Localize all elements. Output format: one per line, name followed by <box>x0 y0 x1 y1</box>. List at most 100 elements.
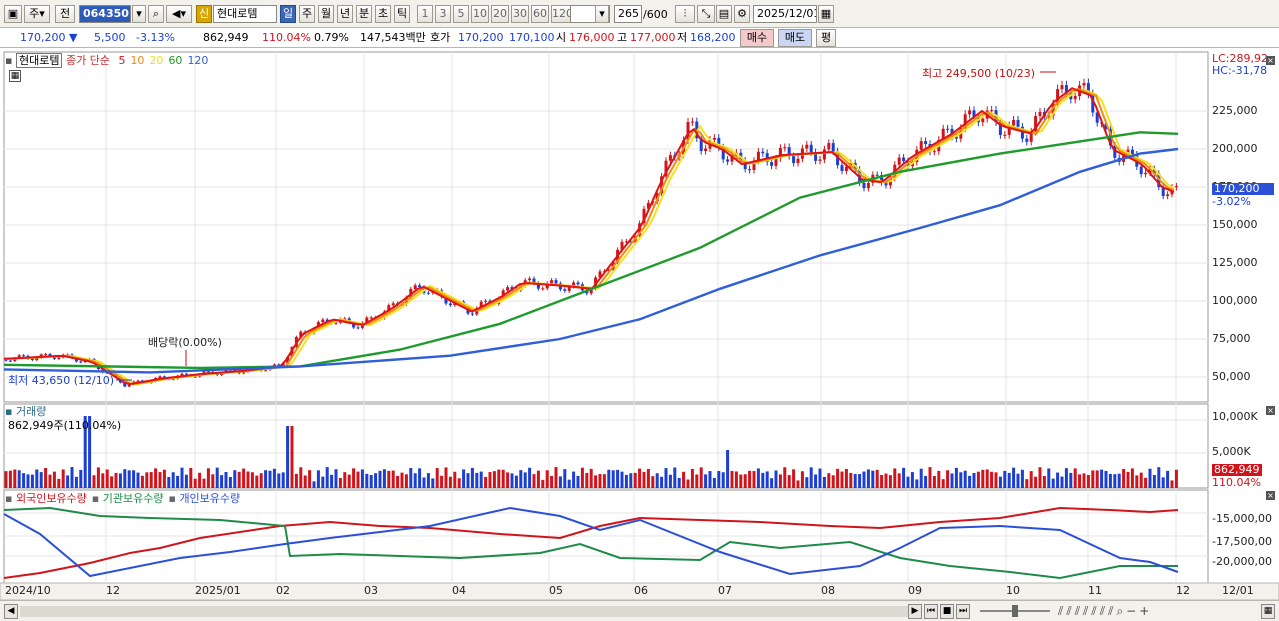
interval-tab-3[interactable]: 3 <box>435 5 451 23</box>
volume-bar <box>1108 473 1112 488</box>
candle-body <box>717 137 721 148</box>
volume-ratio: 110.04% <box>262 31 311 44</box>
interval-tab-30[interactable]: 30 <box>511 5 529 23</box>
interval-tab-20[interactable]: 20 <box>491 5 509 23</box>
ma-legend-120: 120 <box>187 54 209 67</box>
stock-name-field[interactable]: 현대로템 <box>213 5 277 23</box>
zoom-slider-thumb[interactable] <box>1012 605 1018 617</box>
draw-tool-icon[interactable]: ⤡ <box>697 5 715 23</box>
holding-bullet: ▪ <box>91 492 103 505</box>
gear-icon[interactable]: ⚙ <box>734 5 750 23</box>
search-icon[interactable]: ⌕ <box>148 5 164 23</box>
scroll-left-icon[interactable]: ◀ <box>4 604 18 619</box>
last-page-icon[interactable]: ⏭ <box>956 604 970 619</box>
eval-button[interactable]: 평 <box>816 29 836 47</box>
candle-body <box>686 121 690 141</box>
candle-body <box>545 283 549 289</box>
volume-bar <box>752 471 756 488</box>
candle-body <box>897 157 901 165</box>
first-page-icon[interactable]: ⏮ <box>924 604 938 619</box>
stock-code-input[interactable]: 064350 <box>79 5 131 23</box>
interval-dropdown-icon[interactable]: ▾ <box>595 5 609 23</box>
save-icon[interactable]: ▤ <box>716 5 732 23</box>
volume-bar <box>61 469 65 488</box>
volume-bar <box>1078 474 1082 488</box>
candle-body <box>343 318 347 320</box>
stop-icon[interactable]: ■ <box>940 604 954 619</box>
type-select[interactable]: 주▾ <box>24 5 50 23</box>
volume-bar <box>633 472 637 488</box>
x-tick-label: 04 <box>452 584 466 597</box>
volume-bar <box>818 468 822 488</box>
volume-bar <box>281 472 285 488</box>
interval-tab-60[interactable]: 60 <box>531 5 549 23</box>
price-close-icon[interactable]: × <box>1266 56 1275 65</box>
period-tab-2[interactable]: 월 <box>318 5 334 23</box>
volume-bar <box>501 469 505 488</box>
volume-bar <box>330 474 334 488</box>
volume-bar <box>202 478 206 488</box>
institution-holding-line <box>3 506 1178 580</box>
volume-bar <box>193 478 197 488</box>
period-tab-5[interactable]: 초 <box>375 5 391 23</box>
volume-bar <box>1144 477 1148 488</box>
chart-area[interactable]: ▪ 현대로템 종가 단순 5 10 20 60 120 ▦ 최고 249,500 (10… <box>0 48 1279 604</box>
date-input[interactable]: 2025/12/01 <box>753 5 817 23</box>
period-tab-1[interactable]: 주 <box>299 5 315 23</box>
interval-tab-120[interactable]: 120 <box>551 5 573 23</box>
candle-body <box>1029 131 1033 142</box>
candle-body <box>880 175 884 183</box>
interval-tab-10[interactable]: 10 <box>471 5 489 23</box>
volume-bar <box>959 472 963 488</box>
volume-bar <box>858 474 862 488</box>
candle-type-icon[interactable]: ⫶ <box>675 5 695 23</box>
volume-bar <box>391 470 395 488</box>
scroll-right-icon[interactable]: ▶ <box>908 604 922 619</box>
candle-body <box>550 280 554 284</box>
volume-bar <box>792 469 796 488</box>
interval-tab-5[interactable]: 5 <box>453 5 469 23</box>
count-max: /600 <box>643 8 668 21</box>
volume-bar <box>796 480 800 488</box>
candle-body <box>1020 126 1024 139</box>
volume-bar <box>937 470 941 488</box>
sell-button[interactable]: 매도 <box>778 29 812 47</box>
drawing-tools[interactable]: ⫽⫽⫽⫽⫽⫽⫽⌕−+ <box>1058 604 1153 618</box>
volume-bar <box>651 476 655 488</box>
holding-close-icon[interactable]: × <box>1266 491 1275 500</box>
volume-bar <box>352 468 356 488</box>
candle-body <box>479 301 483 309</box>
volume-bar <box>308 470 312 488</box>
candle-body <box>664 160 668 177</box>
chart-scrollbar[interactable]: ◀ ▶ ⏮ ■ ⏭ ⫽⫽⫽⫽⫽⫽⫽⌕−+ ▦ <box>0 600 1279 621</box>
period-tab-4[interactable]: 분 <box>356 5 372 23</box>
buy-button[interactable]: 매수 <box>740 29 774 47</box>
volume-bar <box>484 476 488 488</box>
period-tab-6[interactable]: 틱 <box>394 5 410 23</box>
candle-body <box>1082 83 1086 86</box>
volume-bar <box>695 474 699 488</box>
candle-body <box>809 144 813 153</box>
volume-bar <box>83 416 87 488</box>
layout-arrange-icon[interactable]: ▦ <box>1261 604 1275 619</box>
code-dropdown-icon[interactable]: ▾ <box>132 5 146 23</box>
volume-close-icon[interactable]: × <box>1266 406 1275 415</box>
layout-icon[interactable]: ▣ <box>4 5 22 23</box>
chart-canvas[interactable] <box>0 48 1279 604</box>
candle-body <box>369 317 373 319</box>
interval-tab-1[interactable]: 1 <box>417 5 433 23</box>
prev-button[interactable]: 전 <box>55 5 75 23</box>
volume-bar <box>35 469 39 488</box>
volume-bar <box>902 467 906 488</box>
open-label: 시 <box>556 31 567 44</box>
count-input[interactable]: 265 <box>614 5 642 23</box>
volume-bar <box>206 468 210 488</box>
grid-toggle-icon[interactable]: ▦ <box>9 70 21 82</box>
volume-bar <box>660 476 664 488</box>
candle-body <box>699 138 703 152</box>
calendar-icon[interactable]: ▦ <box>818 5 834 23</box>
period-tab-0[interactable]: 일 <box>280 5 296 23</box>
scroll-track[interactable] <box>20 606 908 617</box>
period-tab-3[interactable]: 년 <box>337 5 353 23</box>
sound-icon[interactable]: ◀▾ <box>166 5 192 23</box>
